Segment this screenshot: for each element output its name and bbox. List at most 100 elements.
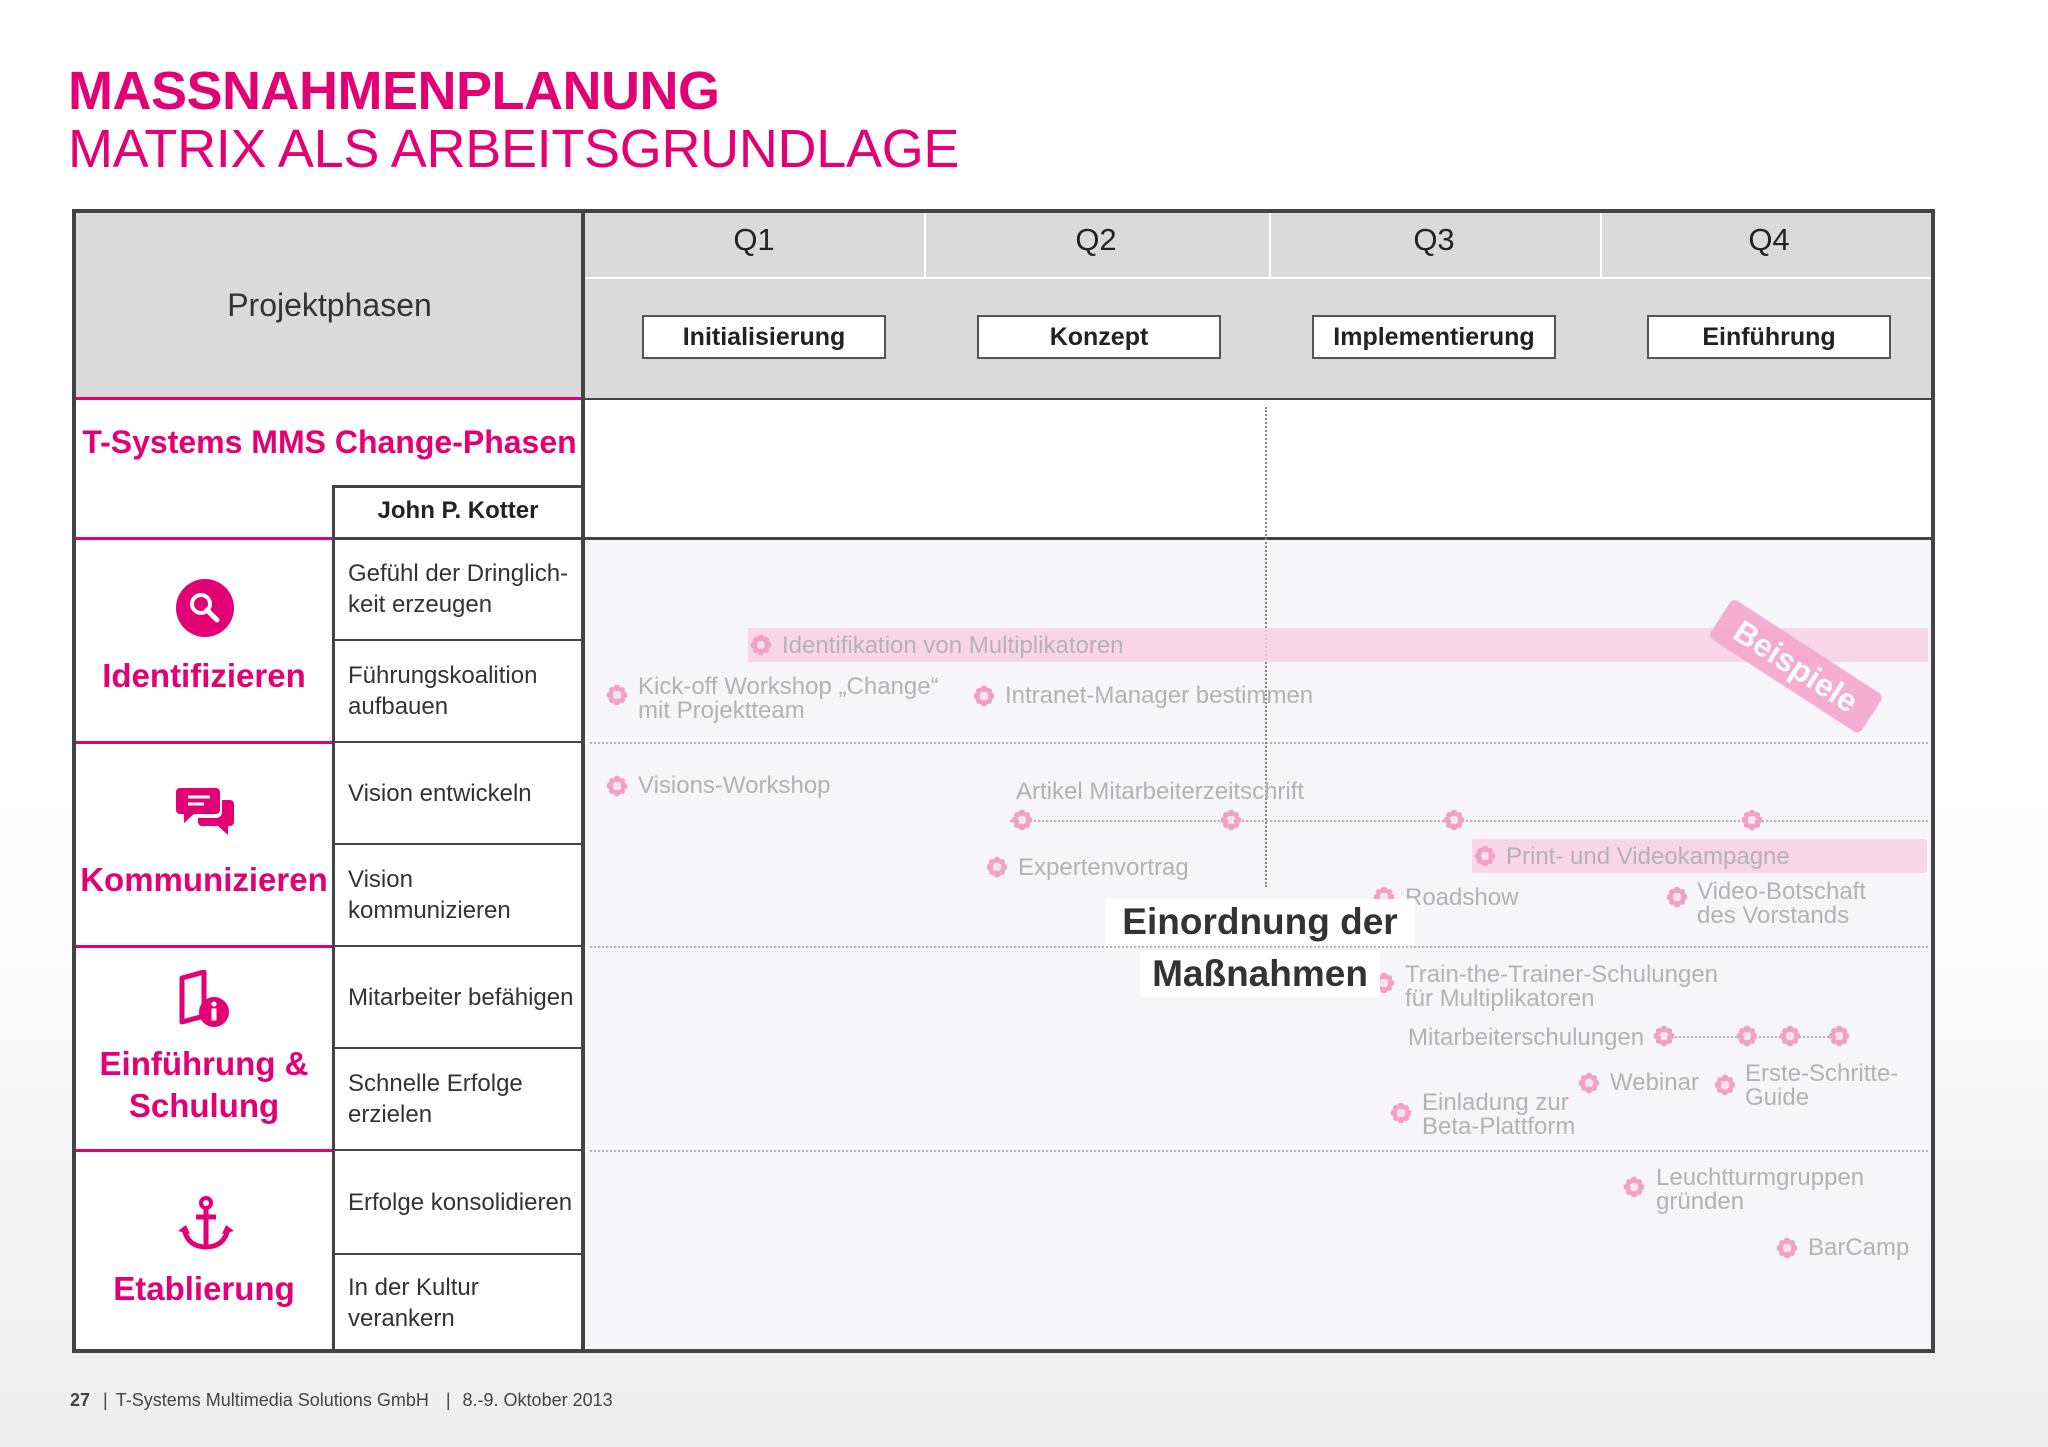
- footer-separator: |: [103, 1390, 108, 1410]
- projektphasen-label: Projektphasen: [227, 287, 432, 323]
- step-dringlichkeit: Gefühl der Dringlich- keit erzeugen: [348, 560, 569, 618]
- row-line: [335, 1253, 582, 1255]
- category-identifizieren: Identifizieren: [102, 657, 306, 694]
- phase-implementierung: Implementierung: [1312, 315, 1556, 359]
- activity-einladung-beta: Einladung zur Beta-Plattform: [1422, 1089, 1576, 1140]
- activity-mitarbeiterschulungen: Mitarbeiterschulungen: [1408, 1024, 1645, 1051]
- activity-visions-workshop: Visions-Workshop: [638, 772, 831, 799]
- phase-einfuehrung: Einführung: [1647, 315, 1891, 359]
- flower-icon: [1736, 1025, 1758, 1047]
- activity-identifikation: Identifikation von Multiplikatoren: [782, 632, 1124, 659]
- category-etablierung: Etablierung: [113, 1270, 295, 1307]
- flower-icon: [1220, 809, 1242, 831]
- activity-roadshow: Roadshow: [1405, 884, 1519, 911]
- header-bottom-line: [585, 398, 1931, 400]
- page-title: MASSNAHMENPLANUNG: [68, 61, 720, 121]
- row-line: [76, 1149, 332, 1152]
- activity-artikel: Artikel Mitarbeiterzeitschrift: [1016, 778, 1305, 805]
- flower-icon: [1443, 809, 1465, 831]
- row-line: [335, 843, 582, 845]
- category-einfuehrung-schulung: Einführung & Schulung: [99, 1045, 309, 1124]
- flower-icon: [1828, 1025, 1850, 1047]
- flower-icon: [1623, 1176, 1645, 1198]
- phase-initialisierung: Initialisierung: [642, 315, 886, 359]
- flower-icon: [1474, 845, 1496, 867]
- flower-icon: [1741, 809, 1763, 831]
- dotted-guide: [590, 1150, 1928, 1152]
- flower-icon: [1776, 1237, 1798, 1259]
- row-line: [76, 945, 332, 948]
- footer-date: 8.-9. Oktober 2013: [462, 1390, 613, 1410]
- footer-separator: |: [445, 1390, 451, 1410]
- header-background: [76, 213, 1931, 399]
- step-fuehrungskoalition: Führungskoalition aufbauen: [348, 662, 538, 720]
- footer-company: T-Systems Multimedia Solutions GmbH: [115, 1390, 429, 1410]
- phase-konzept: Konzept: [977, 315, 1221, 359]
- row-line: [76, 741, 332, 744]
- column-divider: [581, 213, 585, 1349]
- activity-webinar: Webinar: [1610, 1069, 1699, 1096]
- flower-icon: [750, 634, 772, 656]
- flower-icon: [1653, 1025, 1675, 1047]
- quarter-q3: Q3: [1413, 222, 1455, 257]
- quarter-divider: [584, 277, 1931, 279]
- step-erfolge-konsolidieren: Erfolge konsolidieren: [348, 1189, 573, 1216]
- column-divider-left: [332, 486, 335, 1349]
- activity-barcamp: BarCamp: [1808, 1234, 1910, 1261]
- row-line: [335, 639, 582, 641]
- category-kommunizieren: Kommunizieren: [80, 861, 328, 898]
- flower-icon: [606, 775, 628, 797]
- quarter-separator: [1600, 213, 1602, 277]
- quarter-q4: Q4: [1748, 222, 1790, 257]
- activity-expertenvortrag: Expertenvortrag: [1018, 854, 1189, 881]
- anchor-icon: [178, 1196, 234, 1250]
- row-line: [335, 1149, 582, 1151]
- flower-icon: [1390, 1102, 1412, 1124]
- activity-print-video: Print- und Videokampagne: [1506, 843, 1790, 870]
- change-phase-bottom-line: [585, 537, 1931, 540]
- step-kultur-verankern: In der Kultur verankern: [348, 1274, 479, 1332]
- dotted-guide: [1010, 820, 1928, 822]
- quarter-q1: Q1: [733, 222, 775, 257]
- flower-icon: [973, 685, 995, 707]
- row-line: [76, 537, 332, 540]
- dotted-guide: [590, 742, 1928, 744]
- chat-bubbles-icon: [176, 788, 234, 835]
- flower-icon: [606, 684, 628, 706]
- flower-icon: [1011, 809, 1033, 831]
- einordnung-line2: Maßnahmen: [1140, 951, 1380, 997]
- search-icon: [176, 579, 234, 637]
- footer: 27 | T-Systems Multimedia Solutions GmbH …: [70, 1390, 613, 1411]
- activity-video-botschaft: Video-Botschaft des Vorstands: [1697, 878, 1866, 929]
- footer-page-number: 27: [70, 1390, 91, 1410]
- quarter-separator: [1269, 213, 1271, 277]
- row-line: [76, 397, 581, 400]
- activity-intranet: Intranet-Manager bestimmen: [1005, 682, 1314, 709]
- einordnung-line1: Einordnung der: [1105, 899, 1415, 945]
- step-mitarbeiter-befaehigen: Mitarbeiter befähigen: [348, 984, 574, 1011]
- row-line: [335, 945, 582, 947]
- book-info-icon: [179, 970, 229, 1027]
- row-line: [332, 485, 582, 488]
- activity-kickoff: Kick-off Workshop „Change“ mit Projektte…: [638, 673, 939, 724]
- flower-icon: [1666, 886, 1688, 908]
- activity-train-the-trainer: Train-the-Trainer-Schulungen für Multipl…: [1405, 961, 1719, 1012]
- flower-icon: [1779, 1025, 1801, 1047]
- change-phases-label: T-Systems MMS Change-Phasen: [82, 424, 577, 460]
- activity-erste-schritte: Erste-Schritte- Guide: [1745, 1060, 1899, 1111]
- activity-leuchtturmgruppen: Leuchtturmgruppen gründen: [1656, 1164, 1865, 1215]
- flower-icon: [1578, 1072, 1600, 1094]
- flower-icon: [1714, 1074, 1736, 1096]
- quarter-q2: Q2: [1075, 222, 1117, 257]
- row-line: [335, 741, 582, 743]
- step-schnelle-erfolge: Schnelle Erfolge erzielen: [348, 1070, 523, 1128]
- kotter-label: John P. Kotter: [377, 497, 539, 524]
- timeline-band-kampagne: [1472, 839, 1927, 873]
- step-vision-entwickeln: Vision entwickeln: [348, 780, 532, 807]
- row-line: [332, 537, 582, 540]
- flower-icon: [986, 856, 1008, 878]
- step-vision-kommunizieren: Vision kommunizieren: [348, 866, 511, 924]
- row-line: [335, 1047, 582, 1049]
- dotted-guide: [590, 946, 1928, 948]
- quarter-separator: [924, 213, 926, 277]
